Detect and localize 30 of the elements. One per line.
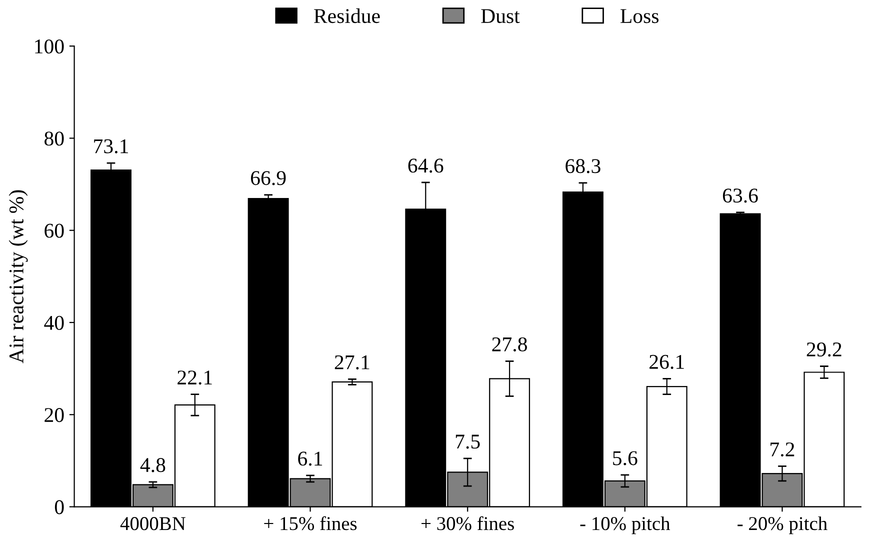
y-tick-label: 60 (44, 224, 64, 238)
data-label: 64.6 (408, 158, 444, 173)
data-label: 27.1 (334, 355, 370, 370)
x-tick-label: + 15% fines (264, 516, 357, 530)
data-label: 22.1 (178, 370, 212, 385)
data-label: 27.8 (492, 337, 527, 352)
data-label: 6.1 (298, 452, 322, 466)
data-label: 63.6 (722, 188, 758, 203)
y-tick-label: 0 (54, 500, 64, 514)
data-label: 7.2 (770, 442, 794, 457)
data-label: 5.6 (613, 451, 638, 466)
data-label: 66.9 (250, 171, 286, 186)
data-label: 7.5 (456, 434, 480, 449)
y-tick-label: 20 (44, 408, 64, 422)
data-label: 4.8 (140, 458, 166, 472)
data-label: 68.3 (566, 159, 600, 174)
x-tick-label: 4000BN (120, 517, 186, 530)
y-axis-title: Air reactivity (wt %) (8, 190, 28, 364)
x-tick-label: - 20% pitch (738, 516, 828, 534)
y-tick-label: 80 (44, 132, 64, 146)
data-label: 29.2 (806, 342, 842, 357)
y-tick-label: 40 (44, 316, 64, 330)
y-tick-label: 100 (35, 39, 64, 54)
data-label: 26.1 (650, 354, 684, 369)
legend-label: Residue (314, 8, 380, 24)
data-label: 73.1 (94, 139, 128, 154)
legend-label: Dust (481, 9, 520, 24)
x-tick-label: + 30% fines (421, 516, 514, 530)
legend-label: Loss (620, 9, 659, 24)
x-tick-label: - 10% pitch (580, 516, 670, 534)
